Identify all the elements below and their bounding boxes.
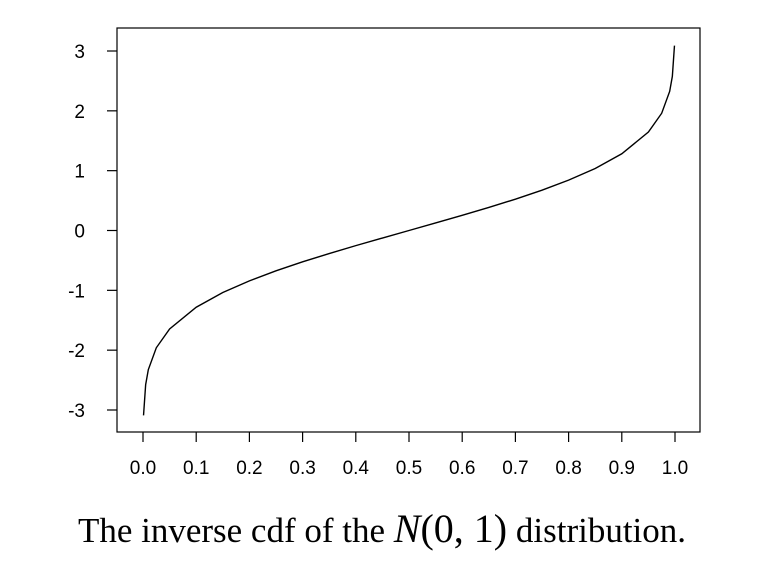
y-tick-label: 1	[74, 162, 85, 183]
y-tick-label: 3	[74, 42, 85, 63]
x-tick-label: 0.0	[130, 458, 156, 479]
y-axis: -3 -2 -1 0 1 2 3	[68, 42, 117, 422]
y-tick-label: -3	[68, 401, 85, 422]
y-tick-label: 0	[74, 222, 85, 243]
x-tick-label: 1.0	[662, 458, 688, 479]
inverse-cdf-line	[142, 45, 676, 416]
y-tick-label: -2	[68, 341, 85, 362]
x-tick-label: 0.4	[343, 458, 370, 479]
y-tick-label: -1	[68, 281, 85, 302]
caption-prefix: The inverse cdf of the	[77, 511, 394, 550]
figure-caption: The inverse cdf of the N(0, 1) distribut…	[0, 505, 764, 552]
x-tick-label: 0.6	[449, 458, 475, 479]
x-tick-label: 0.1	[183, 458, 209, 479]
caption-suffix: distribution.	[507, 511, 687, 550]
x-axis: 0.0 0.1 0.2 0.3 0.4 0.5 0.6 0.7 0.8 0.9 1.0	[130, 432, 688, 479]
x-tick-label: 0.8	[555, 458, 581, 479]
y-tick-label: 2	[74, 102, 85, 123]
caption-math-n: N	[393, 506, 421, 551]
x-tick-label: 0.3	[289, 458, 315, 479]
x-tick-label: 0.5	[396, 458, 422, 479]
x-tick-label: 0.7	[502, 458, 528, 479]
x-tick-label: 0.2	[236, 458, 262, 479]
caption-math-args: (0, 1)	[420, 506, 508, 551]
x-tick-label: 0.9	[609, 458, 635, 479]
